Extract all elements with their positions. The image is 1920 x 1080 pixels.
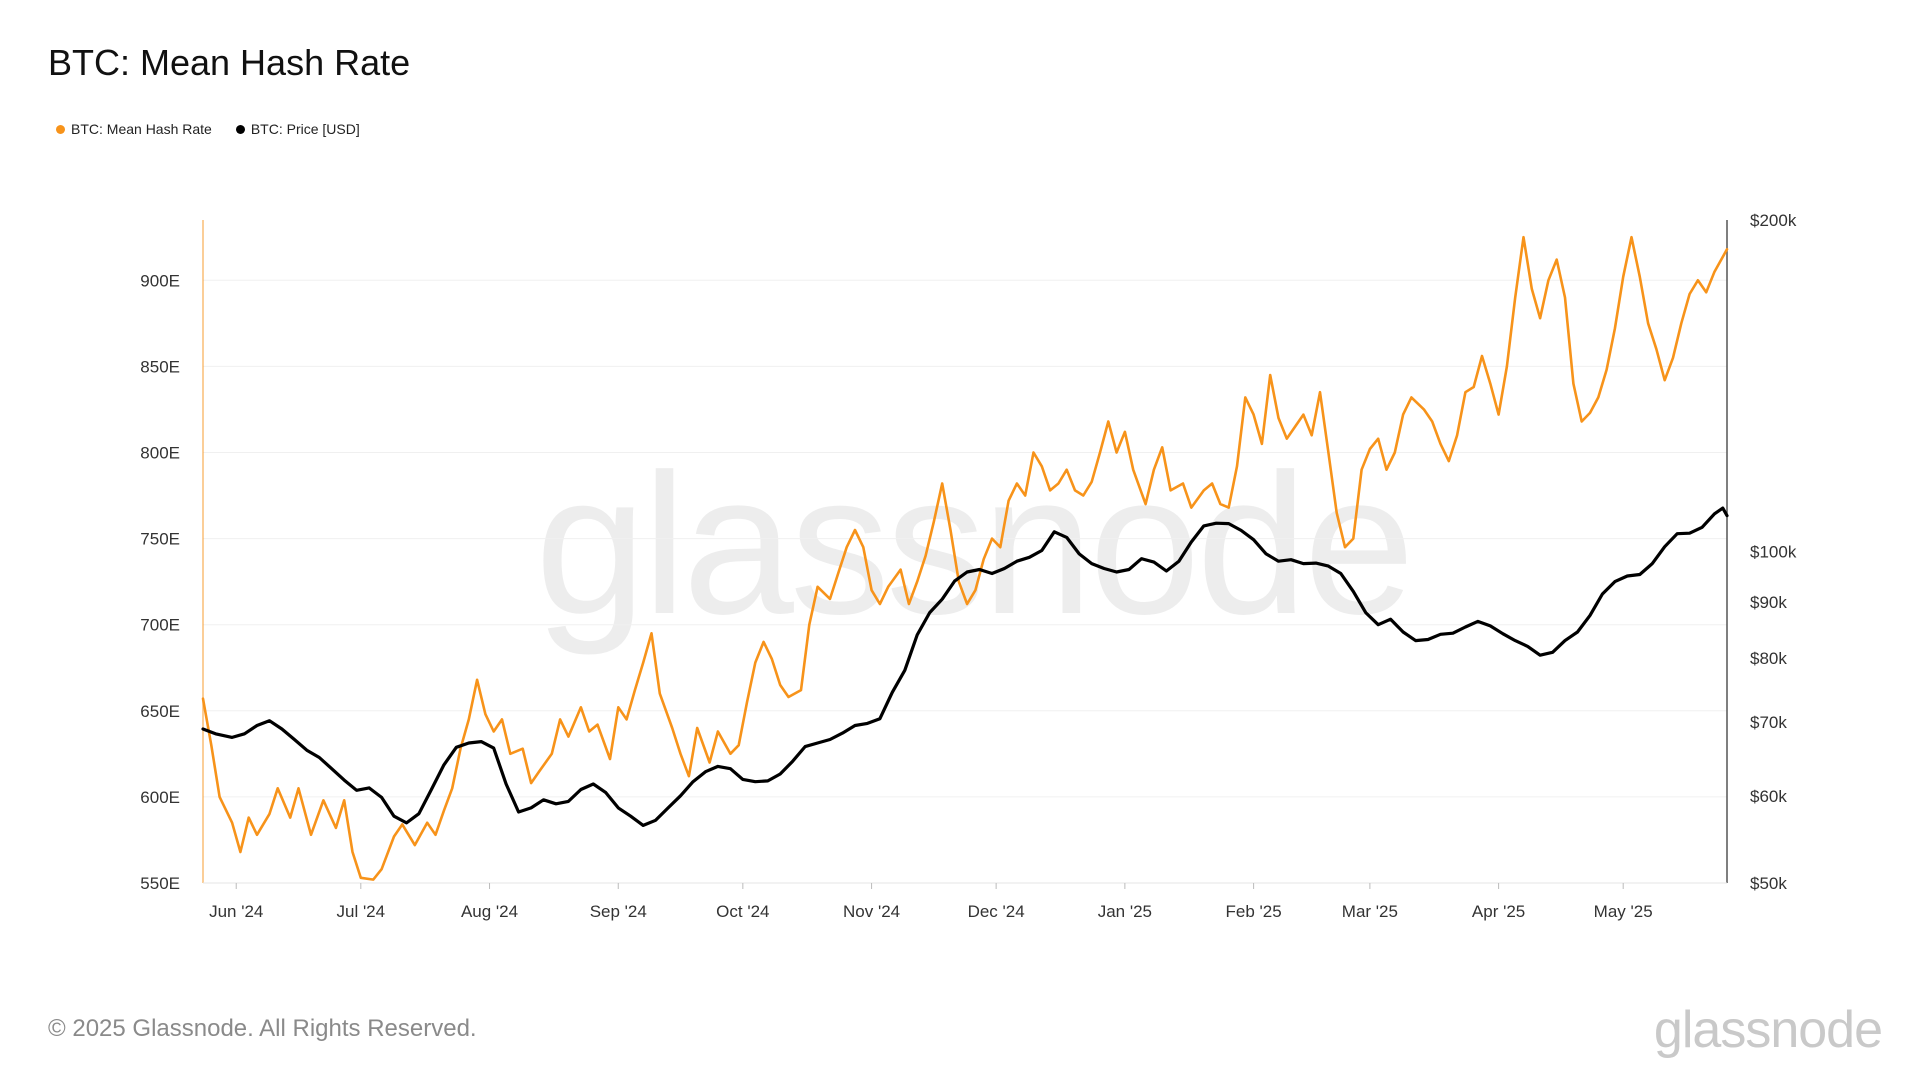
x-tick-label: Mar '25 bbox=[1342, 902, 1398, 921]
legend-label-hash-rate: BTC: Mean Hash Rate bbox=[71, 121, 212, 137]
glassnode-logo[interactable]: glassnode bbox=[1653, 1001, 1883, 1059]
x-tick-label: Sep '24 bbox=[590, 902, 647, 921]
x-tick-label: Apr '25 bbox=[1472, 902, 1525, 921]
y-right-tick-label: $90k bbox=[1750, 593, 1787, 612]
legend-item-price[interactable]: BTC: Price [USD] bbox=[235, 121, 360, 137]
price-line bbox=[201, 506, 1729, 828]
y-left-tick-label: 550E bbox=[140, 874, 180, 893]
x-tick-label: Jul '24 bbox=[336, 902, 385, 921]
legend-item-hash-rate[interactable]: BTC: Mean Hash Rate bbox=[56, 121, 212, 137]
y-right-tick-label: $200k bbox=[1750, 211, 1797, 230]
legend-dot-hash-rate bbox=[56, 124, 65, 134]
x-tick-label: Aug '24 bbox=[461, 902, 518, 921]
copyright-text: © 2025 Glassnode. All Rights Reserved. bbox=[48, 1015, 477, 1042]
y-right-tick-label: $100k bbox=[1750, 543, 1797, 562]
y-left-tick-label: 850E bbox=[140, 357, 180, 376]
legend-dot-price bbox=[235, 124, 245, 134]
y-left-tick-label: 800E bbox=[140, 443, 180, 462]
y-right-tick-label: $70k bbox=[1750, 713, 1787, 732]
x-tick-label: May '25 bbox=[1594, 902, 1653, 921]
chart-title: BTC: Mean Hash Rate bbox=[48, 42, 411, 83]
y-right-tick-label: $80k bbox=[1750, 649, 1787, 668]
x-tick-label: Oct '24 bbox=[716, 902, 769, 921]
x-tick-label: Jan '25 bbox=[1098, 902, 1152, 921]
y-left-tick-label: 650E bbox=[140, 702, 180, 721]
y-left-tick-label: 900E bbox=[140, 271, 180, 290]
legend-label-price: BTC: Price [USD] bbox=[250, 121, 360, 137]
x-tick-label: Jun '24 bbox=[209, 902, 263, 921]
y-right-tick-label: $50k bbox=[1750, 874, 1787, 893]
chart-legend: BTC: Mean Hash Rate BTC: Price [USD] bbox=[56, 121, 360, 137]
x-tick-label: Feb '25 bbox=[1226, 902, 1282, 921]
y-left-tick-label: 700E bbox=[140, 616, 180, 635]
y-left-tick-label: 600E bbox=[140, 788, 180, 807]
x-tick-label: Nov '24 bbox=[843, 902, 900, 921]
y-left-tick-label: 750E bbox=[140, 530, 180, 549]
x-tick-label: Dec '24 bbox=[968, 902, 1025, 921]
hash-rate-line bbox=[201, 235, 1729, 881]
y-right-tick-label: $60k bbox=[1750, 787, 1787, 806]
